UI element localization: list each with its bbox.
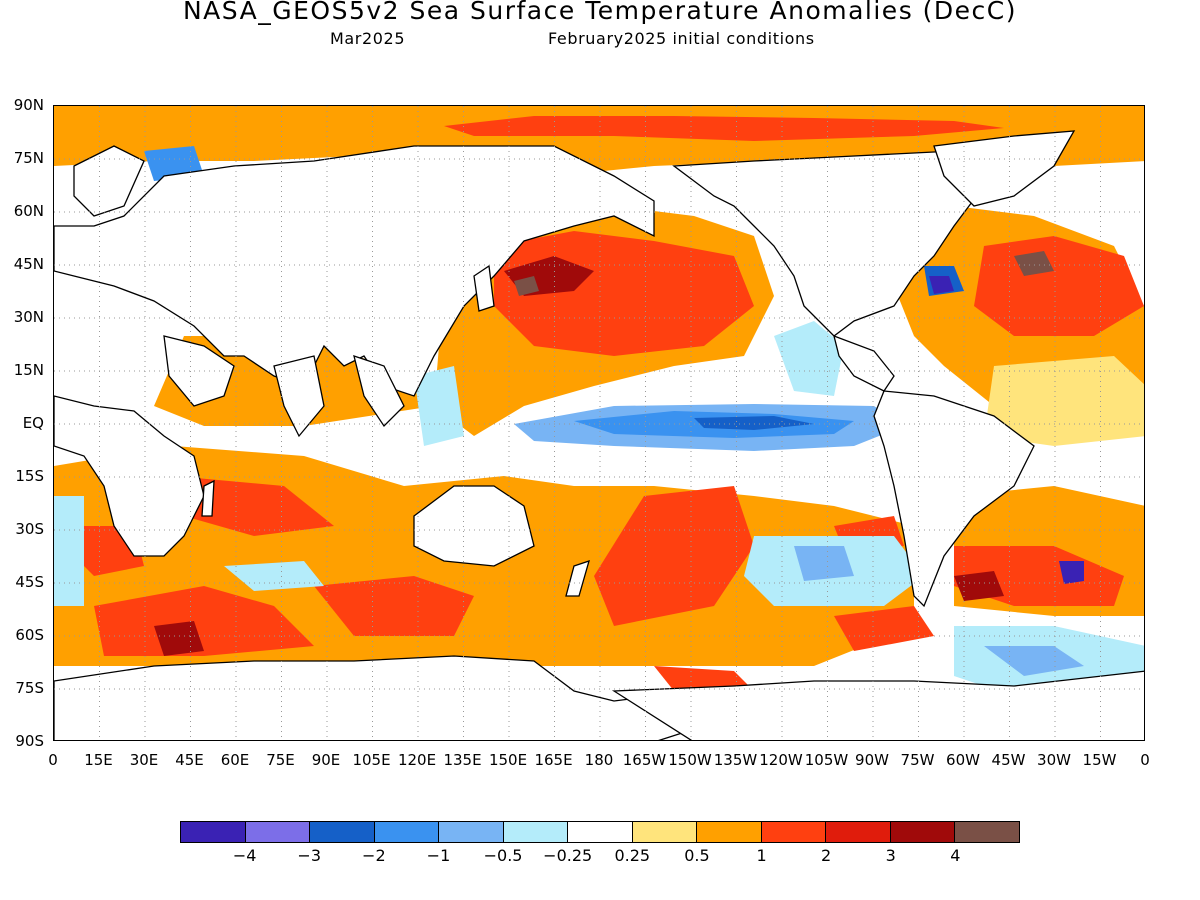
- japan: [473, 264, 495, 312]
- color-legend-swatch: [310, 822, 375, 842]
- initial-conditions-label: February2025 initial conditions: [548, 29, 815, 48]
- color-legend-swatch: [568, 822, 633, 842]
- longitude-tick-label: 150W: [668, 751, 712, 769]
- longitude-tick-label: 135W: [713, 751, 758, 769]
- color-legend-swatch: [245, 822, 311, 842]
- sst-anomaly-map: [53, 105, 1145, 741]
- longitude-tick-label: 75W: [900, 751, 935, 769]
- south-america: [873, 390, 1035, 608]
- latitude-tick-label: 45S: [15, 573, 44, 591]
- antarctica-east: [611, 670, 1144, 740]
- longitude-tick-label: 105W: [804, 751, 849, 769]
- longitude-tick-label: 0: [48, 751, 58, 769]
- longitude-tick-label: 180: [584, 751, 614, 769]
- latitude-tick-label: 90S: [15, 732, 44, 750]
- color-legend-swatch: [761, 822, 827, 842]
- map-canvas: [54, 106, 1144, 740]
- longitude-tick-label: 165E: [534, 751, 573, 769]
- color-legend-label: −0.25: [543, 846, 593, 865]
- longitude-tick-label: 150E: [488, 751, 528, 769]
- longitude-tick-label: 135E: [443, 751, 482, 769]
- longitude-tick-label: 30E: [129, 751, 159, 769]
- color-legend-label: 2: [821, 846, 832, 865]
- color-legend-label: 3: [885, 846, 896, 865]
- color-legend-label: 4: [950, 846, 961, 865]
- longitude-tick-label: 90E: [311, 751, 341, 769]
- australia: [413, 485, 535, 567]
- color-legend-label: −4: [232, 846, 257, 865]
- longitude-tick-label: 15E: [84, 751, 113, 769]
- longitude-tick-label: 90W: [855, 751, 889, 769]
- longitude-tick-label: 45E: [175, 751, 204, 769]
- latitude-tick-label: EQ: [22, 414, 44, 432]
- color-legend-label: −1: [426, 846, 451, 865]
- continents: [54, 130, 1144, 740]
- latitude-tick-label: 30N: [13, 308, 44, 326]
- color-legend-swatch: [503, 822, 569, 842]
- color-legend-swatch: [181, 822, 246, 842]
- latitude-tick-label: 75S: [15, 679, 44, 697]
- madagascar: [201, 479, 215, 517]
- latitude-tick-label: 30S: [15, 520, 44, 538]
- longitude-tick-label: 30W: [1037, 751, 1071, 769]
- latitude-tick-label: 15S: [15, 467, 44, 485]
- map-title: NASA_GEOS5v2 Sea Surface Temperature Ano…: [182, 0, 1018, 25]
- color-legend-swatch: [955, 822, 1019, 842]
- longitude-tick-label: 60E: [220, 751, 250, 769]
- longitude-tick-label: 0: [1140, 751, 1150, 769]
- color-legend-swatch: [439, 822, 504, 842]
- longitude-tick-label: 165W: [622, 751, 667, 769]
- longitude-tick-label: 120E: [397, 751, 437, 769]
- color-legend-label: 1: [756, 846, 767, 865]
- graticule: [54, 106, 1144, 740]
- color-legend-label: 0.25: [614, 846, 651, 865]
- latitude-tick-label: 60N: [13, 202, 44, 220]
- longitude-tick-label: 45W: [991, 751, 1026, 769]
- cool-anomaly-layer: [54, 146, 1144, 696]
- longitude-tick-label: 75E: [266, 751, 295, 769]
- latitude-tick-label: 45N: [13, 255, 44, 273]
- latitude-tick-label: 60S: [15, 626, 44, 644]
- latitude-tick-label: 75N: [13, 149, 44, 167]
- hot-spot-layer: [154, 251, 1054, 656]
- india: [273, 355, 325, 438]
- color-legend-swatch: [697, 822, 762, 842]
- scandinavia: [73, 145, 145, 217]
- antarctica: [54, 655, 706, 740]
- greenland: [933, 130, 1076, 207]
- color-legend-label: −0.5: [483, 846, 523, 865]
- color-legend-swatch: [632, 822, 698, 842]
- longitude-tick-label: 105E: [352, 751, 391, 769]
- longitude-tick-label: 15W: [1082, 751, 1117, 769]
- africa: [54, 395, 205, 557]
- new-zealand: [565, 559, 590, 597]
- color-legend-label: −2: [362, 846, 386, 865]
- forecast-month: Mar2025: [330, 29, 406, 48]
- latitude-tick-label: 90N: [13, 96, 44, 114]
- color-legend-label: 0.5: [684, 846, 710, 865]
- longitude-tick-label: 120W: [759, 751, 803, 769]
- longitude-tick-label: 60W: [946, 751, 980, 769]
- color-legend-swatch: [374, 822, 440, 842]
- eurasia: [54, 145, 655, 397]
- color-legend-swatch: [826, 822, 891, 842]
- color-legend-swatch: [890, 822, 956, 842]
- color-legend-bar: [180, 821, 1020, 843]
- color-legend-label: −3: [297, 846, 322, 865]
- se-asia: [353, 355, 405, 428]
- latitude-tick-label: 15N: [13, 361, 44, 379]
